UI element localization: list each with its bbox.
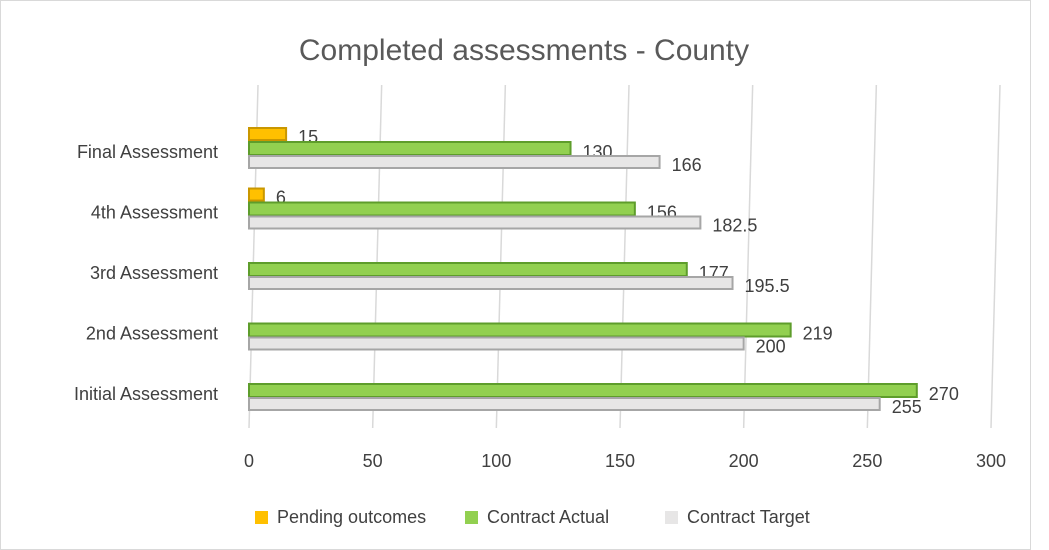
data-label: 6 <box>276 187 286 207</box>
y-tick-label: 2nd Assessment <box>86 323 218 343</box>
bar <box>248 201 636 217</box>
y-tick-label: Final Assessment <box>77 142 218 162</box>
legend-label: Contract Actual <box>487 507 609 527</box>
data-label: 195.5 <box>745 276 790 296</box>
legend-swatch <box>465 511 478 524</box>
bar <box>248 141 572 156</box>
x-tick-label: 300 <box>976 451 1006 471</box>
bar <box>248 215 702 230</box>
data-label: 255 <box>892 397 922 417</box>
data-label: 270 <box>929 384 959 404</box>
bar <box>248 397 881 411</box>
bar <box>248 383 918 398</box>
x-tick-label: 50 <box>363 451 383 471</box>
x-tick-label: 0 <box>244 451 254 471</box>
y-tick-label: 3rd Assessment <box>90 263 218 283</box>
bar <box>248 262 688 277</box>
x-tick-label: 150 <box>605 451 635 471</box>
bar <box>248 336 745 351</box>
bar <box>248 155 661 169</box>
legend-label: Pending outcomes <box>277 507 426 527</box>
data-label: 200 <box>756 336 786 356</box>
grid-line <box>866 84 878 429</box>
grid-line <box>990 84 1001 429</box>
data-label: 182.5 <box>712 215 757 235</box>
data-label: 166 <box>672 155 702 175</box>
chart-title: Completed assessments - County <box>299 34 749 67</box>
y-tick-label: Initial Assessment <box>74 384 218 404</box>
x-tick-label: 200 <box>729 451 759 471</box>
x-tick-label: 100 <box>481 451 511 471</box>
legend-label: Contract Target <box>687 507 810 527</box>
legend-swatch <box>665 511 678 524</box>
y-tick-label: 4th Assessment <box>91 202 218 222</box>
bar <box>248 127 288 141</box>
bar <box>248 322 792 338</box>
x-tick-label: 250 <box>852 451 882 471</box>
data-label: 219 <box>803 323 833 343</box>
bar <box>248 276 734 290</box>
legend-swatch <box>255 511 268 524</box>
grid-line <box>742 84 754 429</box>
grid-line <box>619 84 630 429</box>
bar <box>248 187 265 202</box>
